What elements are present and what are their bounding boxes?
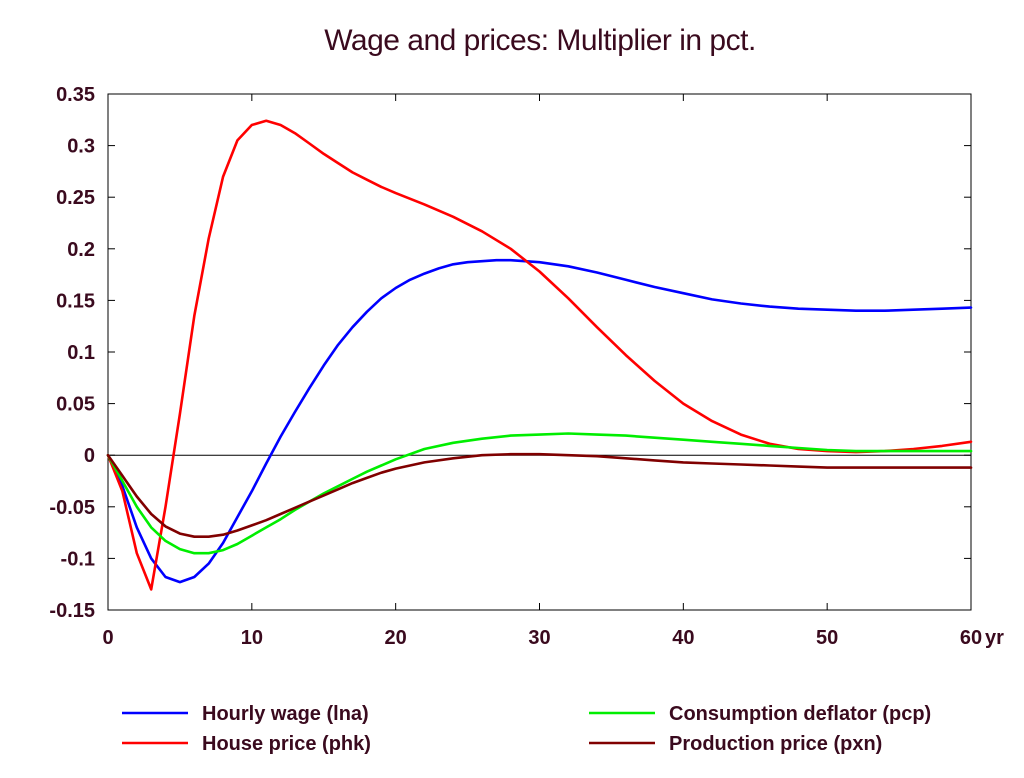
plot-frame xyxy=(107,93,972,611)
y-tick-label: 0.1 xyxy=(67,342,95,364)
y-tick-label: -0.05 xyxy=(49,497,95,519)
y-tick-label: 0 xyxy=(84,445,95,467)
y-tick-label: 0.25 xyxy=(56,187,95,209)
axis-ticks xyxy=(107,93,972,611)
series-lines xyxy=(106,119,973,591)
legend-label-0: Hourly wage (lna) xyxy=(202,703,369,725)
legend: Hourly wage (lna) Consumption deflator (p… xyxy=(122,703,931,755)
series-line-2 xyxy=(106,432,973,555)
series-line-3 xyxy=(106,452,973,538)
x-tick-label: 30 xyxy=(528,627,550,649)
y-tick-label: 0.15 xyxy=(56,290,95,312)
y-axis-tick-labels: -0.15 -0.1 -0.05 0 0.05 0.1 0.15 0.2 0.25 0.3 0.35 xyxy=(49,84,95,622)
x-tick-label: 60 xyxy=(960,627,982,649)
x-tick-label: 40 xyxy=(672,627,694,649)
x-tick-label: 20 xyxy=(385,627,407,649)
y-tick-label: 0.05 xyxy=(56,394,95,416)
y-tick-label: -0.15 xyxy=(49,600,95,622)
x-tick-label: 0 xyxy=(102,627,113,649)
x-tick-label: 50 xyxy=(816,627,838,649)
y-tick-label: 0.3 xyxy=(67,136,95,158)
legend-label-2: Consumption deflator (pcp) xyxy=(669,703,931,725)
y-tick-label: -0.1 xyxy=(61,548,95,570)
x-unit-label: yr xyxy=(985,627,1004,649)
y-tick-label: 0.35 xyxy=(56,84,95,106)
chart-title: Wage and prices: Multiplier in pct. xyxy=(324,24,756,57)
y-tick-label: 0.2 xyxy=(67,239,95,261)
x-axis-tick-labels: 0 10 20 30 40 50 60 yr xyxy=(102,627,1004,649)
legend-label-1: House price (phk) xyxy=(202,733,371,755)
series-line-0 xyxy=(106,258,973,584)
x-tick-label: 10 xyxy=(241,627,263,649)
legend-label-3: Production price (pxn) xyxy=(669,733,882,755)
